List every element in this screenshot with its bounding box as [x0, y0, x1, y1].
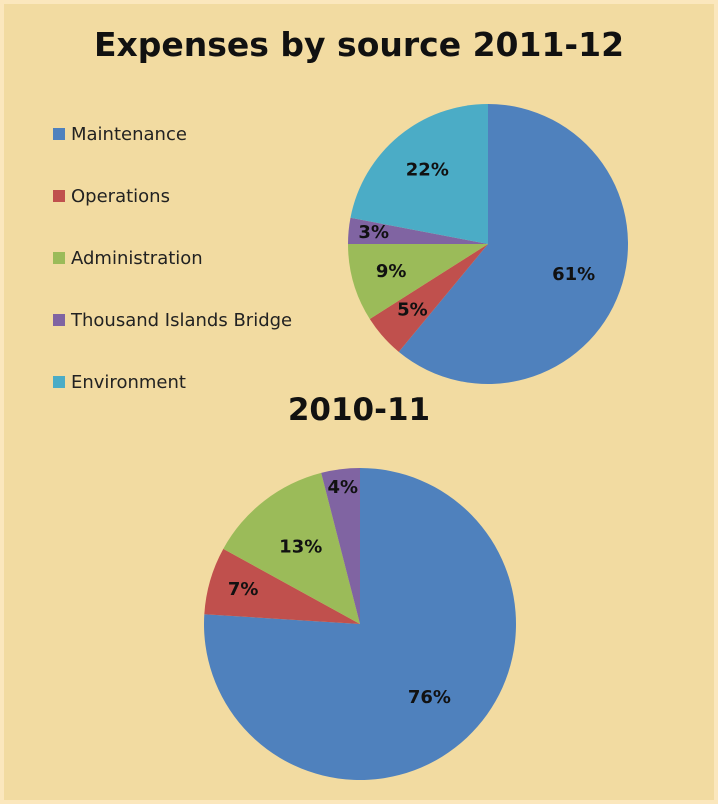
pie-slice-maintenance — [398, 104, 628, 384]
legend-swatch-administration — [53, 252, 65, 264]
pie-label-environment: 22% — [406, 160, 449, 181]
legend-item-maintenance: Maintenance — [53, 122, 187, 146]
legend-label-maintenance: Maintenance — [71, 123, 187, 145]
pie-slice-thousand-islands-bridge — [321, 468, 360, 624]
legend-item-environment: Environment — [53, 370, 186, 394]
pie-chart-2011-12: 61% 5% 9% 3% 22% — [348, 104, 628, 384]
pie-label-thousand-islands-bridge: 3% — [358, 222, 389, 243]
pie-slice-environment — [350, 104, 488, 244]
pie-label-administration: 13% — [279, 537, 322, 558]
pie-label-maintenance: 76% — [408, 687, 451, 708]
pie-label-operations: 7% — [228, 579, 259, 600]
pie-slice-operations — [369, 244, 488, 352]
legend-label-administration: Administration — [71, 247, 203, 269]
legend-item-administration: Administration — [53, 246, 203, 270]
pie-slice-thousand-islands-bridge — [348, 217, 488, 244]
legend-item-thousand-islands-bridge: Thousand Islands Bridge — [53, 308, 292, 332]
pie-label-administration: 9% — [376, 261, 407, 282]
legend-label-environment: Environment — [71, 371, 186, 393]
pie-label-maintenance: 61% — [552, 264, 595, 285]
legend-swatch-thousand-islands-bridge — [53, 314, 65, 326]
legend-swatch-operations — [53, 190, 65, 202]
pie-label-operations: 5% — [397, 300, 428, 321]
pie-slice-administration — [348, 244, 488, 320]
legend-item-operations: Operations — [53, 184, 170, 208]
pie-slice-administration — [223, 472, 360, 624]
legend-label-thousand-islands-bridge: Thousand Islands Bridge — [71, 309, 293, 331]
legend-swatch-maintenance — [53, 128, 65, 140]
pie-slice-operations — [204, 548, 360, 624]
legend-label-operations: Operations — [71, 185, 170, 207]
pie-label-thousand-islands-bridge: 4% — [328, 477, 359, 498]
pie-chart-2010-11: 76% 7% 13% 4% — [204, 468, 516, 780]
legend-swatch-environment — [53, 376, 65, 388]
chart-subtitle: 2010-11 — [287, 392, 431, 428]
chart-title: Expenses by source 2011-12 — [93, 25, 625, 64]
